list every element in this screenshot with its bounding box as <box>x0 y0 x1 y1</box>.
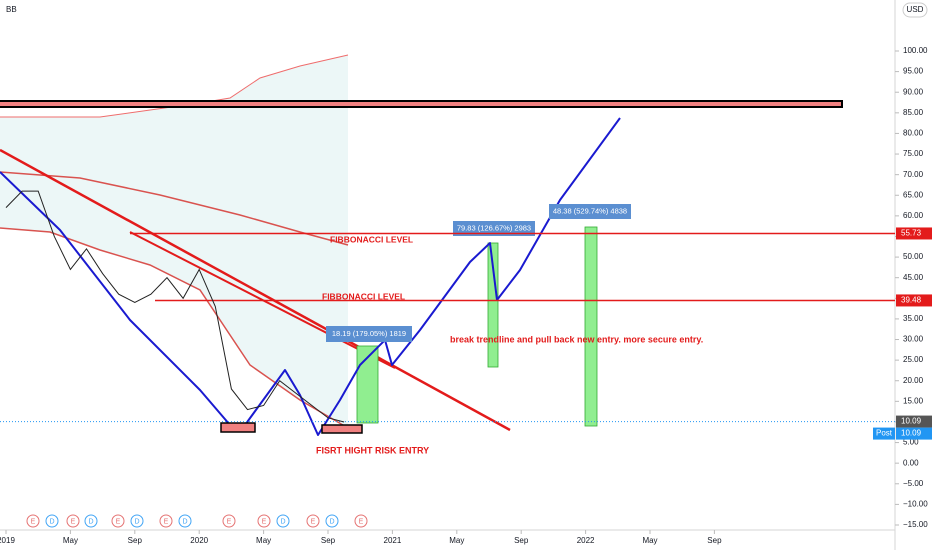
y-tick-label: −15.00 <box>903 520 928 529</box>
label-box <box>453 221 535 236</box>
event-label: E <box>71 518 76 525</box>
y-tick-label: 100.00 <box>903 46 928 55</box>
y-tick-label: −10.00 <box>903 500 928 509</box>
x-tick-label: Sep <box>321 536 336 545</box>
x-tick-label: May <box>642 536 657 545</box>
event-label: E <box>116 518 121 525</box>
currency: USD <box>907 5 924 14</box>
event-label: E <box>359 518 364 525</box>
price-line <box>5 190 345 423</box>
y-tick-label: −5.00 <box>903 479 924 488</box>
y-tick-label: 75.00 <box>903 149 924 158</box>
price-badge <box>896 294 932 307</box>
event-marker <box>306 514 320 528</box>
post-label: Post <box>876 429 893 438</box>
x-tick-label: 2020 <box>190 536 208 545</box>
measure-box <box>356 345 379 424</box>
event-label: D <box>329 518 334 525</box>
post-badge <box>873 427 895 440</box>
y-tick-label: 15.00 <box>903 396 924 405</box>
x-tick-label: May <box>449 536 464 545</box>
y-tick-label: 85.00 <box>903 108 924 117</box>
event-label: E <box>311 518 316 525</box>
event-marker <box>84 514 98 528</box>
y-tick-label: 30.00 <box>903 335 924 344</box>
price-badge-label: 39.48 <box>901 296 922 305</box>
event-marker <box>222 514 236 528</box>
measure-box <box>487 242 499 368</box>
price-badge <box>896 227 932 240</box>
event-label: E <box>31 518 36 525</box>
event-label: D <box>182 518 187 525</box>
event-marker <box>354 514 368 528</box>
event-marker <box>45 514 59 528</box>
y-tick-label: 0.00 <box>903 458 919 467</box>
annotation: 79.83 (126.67%) 2983 <box>457 223 531 232</box>
event-label: D <box>88 518 93 525</box>
y-tick-label: 80.00 <box>903 129 924 138</box>
price-badge <box>896 415 932 428</box>
x-tick-label: 2019 <box>0 536 15 545</box>
price-badge-label: 10.09 <box>901 417 922 426</box>
y-tick-label: 70.00 <box>903 170 924 179</box>
annotation: 48.38 (529.74%) 4838 <box>553 206 627 215</box>
y-tick-label: 60.00 <box>903 211 924 220</box>
entry-zone <box>321 424 363 434</box>
entry-zone <box>220 422 256 433</box>
annotation: break trendline and pull back new entry.… <box>450 334 703 344</box>
label-box <box>326 326 412 342</box>
y-tick-label: 65.00 <box>903 190 924 199</box>
y-tick-label: 25.00 <box>903 355 924 364</box>
x-tick-label: 2022 <box>577 536 595 545</box>
event-label: E <box>164 518 169 525</box>
resistance-zone <box>0 100 843 108</box>
y-tick-label: 5.00 <box>903 438 919 447</box>
event-marker <box>276 514 290 528</box>
price-badge-label: 10.09 <box>901 429 922 438</box>
y-tick-label: 95.00 <box>903 67 924 76</box>
trendline <box>0 148 511 432</box>
annotation: FIBBONACCI LEVEL <box>322 291 405 301</box>
annotation: 18.19 (179.05%) 1819 <box>332 329 406 338</box>
annotation: FISRT HIGHT RISK ENTRY <box>316 445 429 455</box>
event-label: D <box>280 518 285 525</box>
price-badge-label: 55.73 <box>901 229 922 238</box>
event-marker <box>130 514 144 528</box>
bb-fill <box>0 55 348 428</box>
projection-path <box>0 117 621 436</box>
event-label: E <box>262 518 267 525</box>
x-tick-label: 2021 <box>384 536 402 545</box>
event-marker <box>257 514 271 528</box>
x-tick-label: Sep <box>128 536 143 545</box>
bb-upper <box>0 54 349 118</box>
y-tick-label: 45.00 <box>903 273 924 282</box>
x-tick-label: Sep <box>707 536 722 545</box>
y-tick-label: 20.00 <box>903 376 924 385</box>
x-tick-label: May <box>256 536 271 545</box>
y-tick-label: 35.00 <box>903 314 924 323</box>
indicator-name: BB <box>6 5 17 14</box>
currency-badge <box>902 2 928 18</box>
event-label: E <box>227 518 232 525</box>
x-tick-label: May <box>63 536 78 545</box>
event-marker <box>26 514 40 528</box>
event-marker <box>159 514 173 528</box>
measure-box <box>584 226 598 427</box>
annotation: FIBBONACCI LEVEL <box>330 234 413 244</box>
event-marker <box>66 514 80 528</box>
label-box <box>549 204 631 219</box>
bb-lower <box>0 227 349 429</box>
x-tick-label: Sep <box>514 536 529 545</box>
event-label: D <box>134 518 139 525</box>
price-badge <box>896 427 932 440</box>
event-marker <box>325 514 339 528</box>
event-marker <box>111 514 125 528</box>
event-marker <box>178 514 192 528</box>
y-tick-label: 90.00 <box>903 87 924 96</box>
event-label: D <box>49 518 54 525</box>
y-tick-label: 50.00 <box>903 252 924 261</box>
